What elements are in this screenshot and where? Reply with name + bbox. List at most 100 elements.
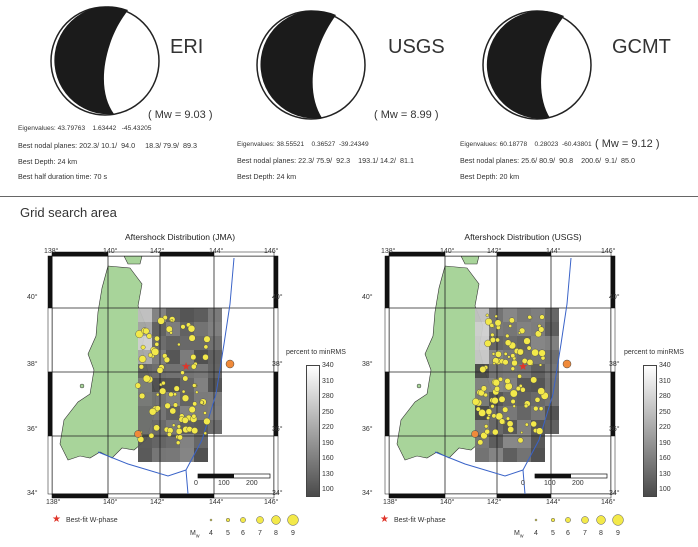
map-usgs: ★	[384, 251, 616, 499]
aftershock-point	[148, 352, 153, 358]
lat-tick: 38°	[362, 361, 373, 368]
mag-label: 9	[616, 530, 620, 537]
map-jma: ★	[47, 251, 279, 499]
depth-text: Best Depth: 20 km	[460, 172, 520, 181]
eigen-values: 60.18778 0.28023 -60.43801	[499, 141, 592, 148]
aftershock-point	[163, 356, 170, 363]
colorbar-tick: 220	[659, 424, 671, 431]
grid-cell	[503, 434, 517, 448]
aftershock-point	[485, 408, 493, 415]
aftershock-point	[489, 323, 495, 328]
aftershock-point	[203, 417, 211, 426]
aftershock-point	[180, 324, 186, 330]
aftershock-point	[203, 335, 211, 343]
aftershock-point	[480, 385, 487, 392]
grid-cell	[194, 308, 208, 322]
lon-tick: 142°	[150, 499, 165, 506]
bestfit-label: Best-fit W-phase	[394, 517, 446, 524]
grid-cell	[180, 308, 194, 322]
section-divider	[0, 196, 698, 197]
aftershock-point	[177, 342, 181, 347]
aftershock-point	[502, 359, 509, 366]
aftershock-point	[188, 406, 196, 414]
grid-cell	[138, 406, 152, 420]
beachball-eri	[50, 6, 160, 116]
aftershock-point	[538, 406, 544, 411]
mag-label: 6	[241, 530, 245, 537]
aftershock-point	[138, 364, 145, 370]
aftershock-point	[504, 339, 512, 346]
agency-label: GCMT	[612, 36, 671, 58]
aftershock-point	[527, 314, 532, 320]
grid-cell	[194, 448, 208, 462]
aftershock-point	[503, 352, 508, 356]
eigen-label: Eigenvalues:	[18, 125, 56, 132]
grid-cell	[208, 364, 222, 378]
aftershock-point	[199, 400, 204, 405]
grid-cell	[531, 448, 545, 462]
lon-tick: 138°	[383, 499, 398, 506]
colorbar-tick: 190	[322, 439, 334, 447]
mag-label: 5	[226, 530, 230, 537]
grid-cell	[545, 322, 559, 336]
aftershock-point	[524, 422, 529, 427]
grid-cell	[194, 364, 208, 378]
grid-cell	[166, 336, 180, 350]
aftershock-point	[477, 439, 484, 446]
aftershock-point	[538, 363, 543, 367]
aftershock-point	[175, 440, 181, 445]
aftershock-point	[203, 344, 209, 350]
aftershock-point	[190, 363, 197, 370]
nodal-values: 22.3/ 75.9/ 92.3 193.1/ 14.2/ 81.1	[298, 156, 415, 165]
eigen-values: 38.55521 0.36527 -39.24349	[276, 141, 369, 148]
aftershock-point	[494, 314, 498, 318]
lon-tick: 144°	[209, 499, 224, 506]
grid-cell	[545, 420, 559, 434]
frame-tick	[213, 251, 275, 257]
aftershock-point	[538, 326, 545, 333]
lon-tick: 142°	[150, 248, 165, 255]
grid-cell	[517, 308, 531, 322]
aftershock-point	[499, 418, 506, 425]
grid-cell	[489, 434, 503, 448]
aftershock-point	[539, 314, 545, 320]
aftershock-point	[159, 387, 167, 395]
aftershock-point	[509, 389, 518, 398]
nodal-values: 202.3/ 10.1/ 94.0 18.3/ 79.9/ 89.3	[79, 141, 198, 150]
grid-cell	[208, 322, 222, 336]
grid-cell	[152, 434, 166, 448]
map-panel-usgs: Aftershock Distribution (USGS) ★ 138° 14…	[345, 228, 698, 547]
aftershock-point	[168, 391, 174, 398]
scale-label: 0	[521, 480, 525, 487]
lon-tick: 140°	[103, 499, 118, 506]
trench-line	[434, 451, 524, 477]
aftershock-point	[530, 376, 538, 384]
grid-cell	[152, 448, 166, 462]
colorbar-tick: 250	[659, 408, 671, 416]
map-panel-jma: Aftershock Distribution (JMA) ★ 138° 140…	[0, 228, 346, 547]
lon-tick: 146°	[601, 248, 616, 255]
lat-tick: 36°	[609, 426, 620, 433]
aftershock-point	[526, 359, 534, 366]
aftershock-point	[155, 392, 160, 397]
aftershock-point	[498, 376, 503, 382]
mechanism-panel-eri: ERI ( Mw = 9.03 ) Eigenvalues: 43.79763 …	[0, 0, 230, 195]
aftershock-point	[507, 355, 511, 359]
scale-label: 100	[218, 480, 230, 487]
aftershock-point	[180, 370, 185, 375]
lat-tick: 34°	[362, 490, 373, 497]
colorbar-tick: 130	[322, 470, 334, 478]
aftershock-point	[531, 348, 539, 357]
grid-cell	[180, 434, 194, 448]
colorbar-tick: 190	[659, 439, 671, 447]
aftershock-point	[169, 331, 173, 335]
aftershock-point	[484, 339, 492, 348]
grid-cell	[503, 448, 517, 462]
scale-label: 200	[572, 480, 584, 487]
magnitude-legend	[534, 514, 624, 526]
mag-label: 7	[258, 530, 262, 537]
lon-tick: 138°	[44, 248, 59, 255]
aftershock-point	[191, 427, 199, 435]
grid-cell	[138, 420, 152, 434]
lat-tick: 36°	[272, 426, 283, 433]
